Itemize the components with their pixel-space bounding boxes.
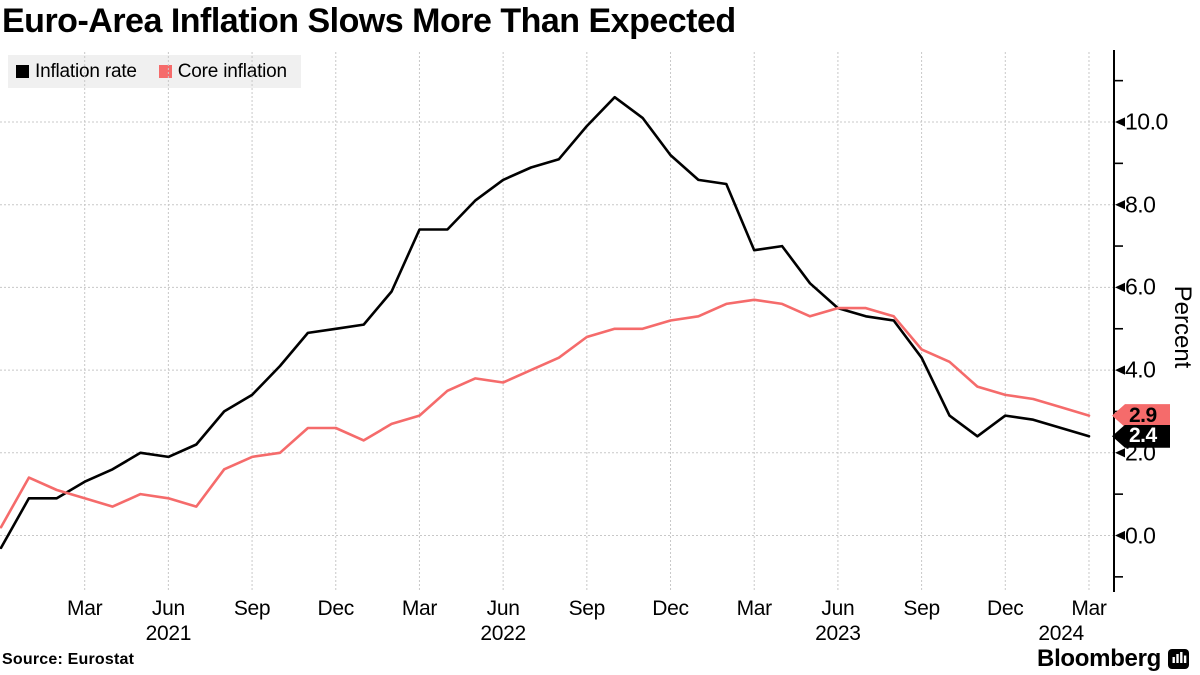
y-tick-label: 8.0 [1125, 191, 1156, 218]
y-tick-label: 10.0 [1125, 108, 1168, 135]
series-line-core-inflation [0, 298, 1091, 529]
x-tick-label: Mar [67, 597, 103, 620]
x-tick-label: Mar [401, 597, 438, 620]
y-tick-label: 4.0 [1125, 356, 1156, 383]
source-note: Source: Eurostat [2, 651, 135, 668]
y-axis-major-tick-arrow [1115, 448, 1125, 458]
y-axis-major-tick-arrow [1115, 365, 1125, 375]
y-axis-major-tick-arrow [1115, 530, 1125, 541]
end-tag-core-inflation: 2.9 [1112, 403, 1170, 428]
x-tick-label: Dec [317, 597, 355, 620]
x-tick-label: Sep [903, 597, 940, 620]
end-tag-core-inflation-value: 2.9 [1129, 403, 1157, 427]
x-year-label: 2024 [1038, 622, 1084, 645]
bloomberg-terminal-icon [1168, 649, 1189, 669]
bloomberg-wordmark: Bloomberg [1037, 645, 1161, 672]
y-axis-major-tick-arrow [1115, 200, 1125, 210]
legend-swatch-inflation-rate [16, 65, 29, 78]
end-tag-inflation-rate-value: 2.4 [1129, 424, 1157, 448]
bloomberg-logo: Bloomberg [1037, 645, 1190, 673]
x-tick-label: Jun [151, 597, 185, 620]
legend-label-inflation-rate: Inflation rate [35, 60, 137, 82]
x-tick-label: Dec [652, 597, 689, 620]
x-tick-label: Jun [821, 597, 855, 620]
y-tick-label: 6.0 [1125, 273, 1156, 300]
series-line-inflation-rate [0, 95, 1091, 550]
legend-item-inflation-rate: Inflation rate [16, 61, 137, 83]
x-year-label: 2021 [145, 622, 192, 645]
x-year-label: 2023 [815, 622, 861, 645]
x-tick-label: Jun [486, 597, 520, 620]
x-tick-label: Sep [568, 597, 606, 620]
x-tick-label: Sep [233, 597, 271, 620]
x-tick-label: Mar [1071, 597, 1107, 620]
y-axis-title: Percent [1169, 285, 1196, 369]
end-tag-inflation-rate: 2.4 [1112, 424, 1170, 448]
y-axis-major-tick-arrow [1115, 117, 1125, 127]
chart-title: Euro-Area Inflation Slows More Than Expe… [2, 2, 736, 40]
legend-label-core-inflation: Core inflation [177, 60, 287, 82]
x-tick-label: Dec [987, 597, 1024, 620]
x-tick-label: Mar [736, 597, 773, 620]
y-axis-major-tick-arrow [1115, 282, 1125, 292]
y-tick-label: 0.0 [1125, 522, 1156, 548]
x-year-label: 2022 [480, 622, 526, 645]
